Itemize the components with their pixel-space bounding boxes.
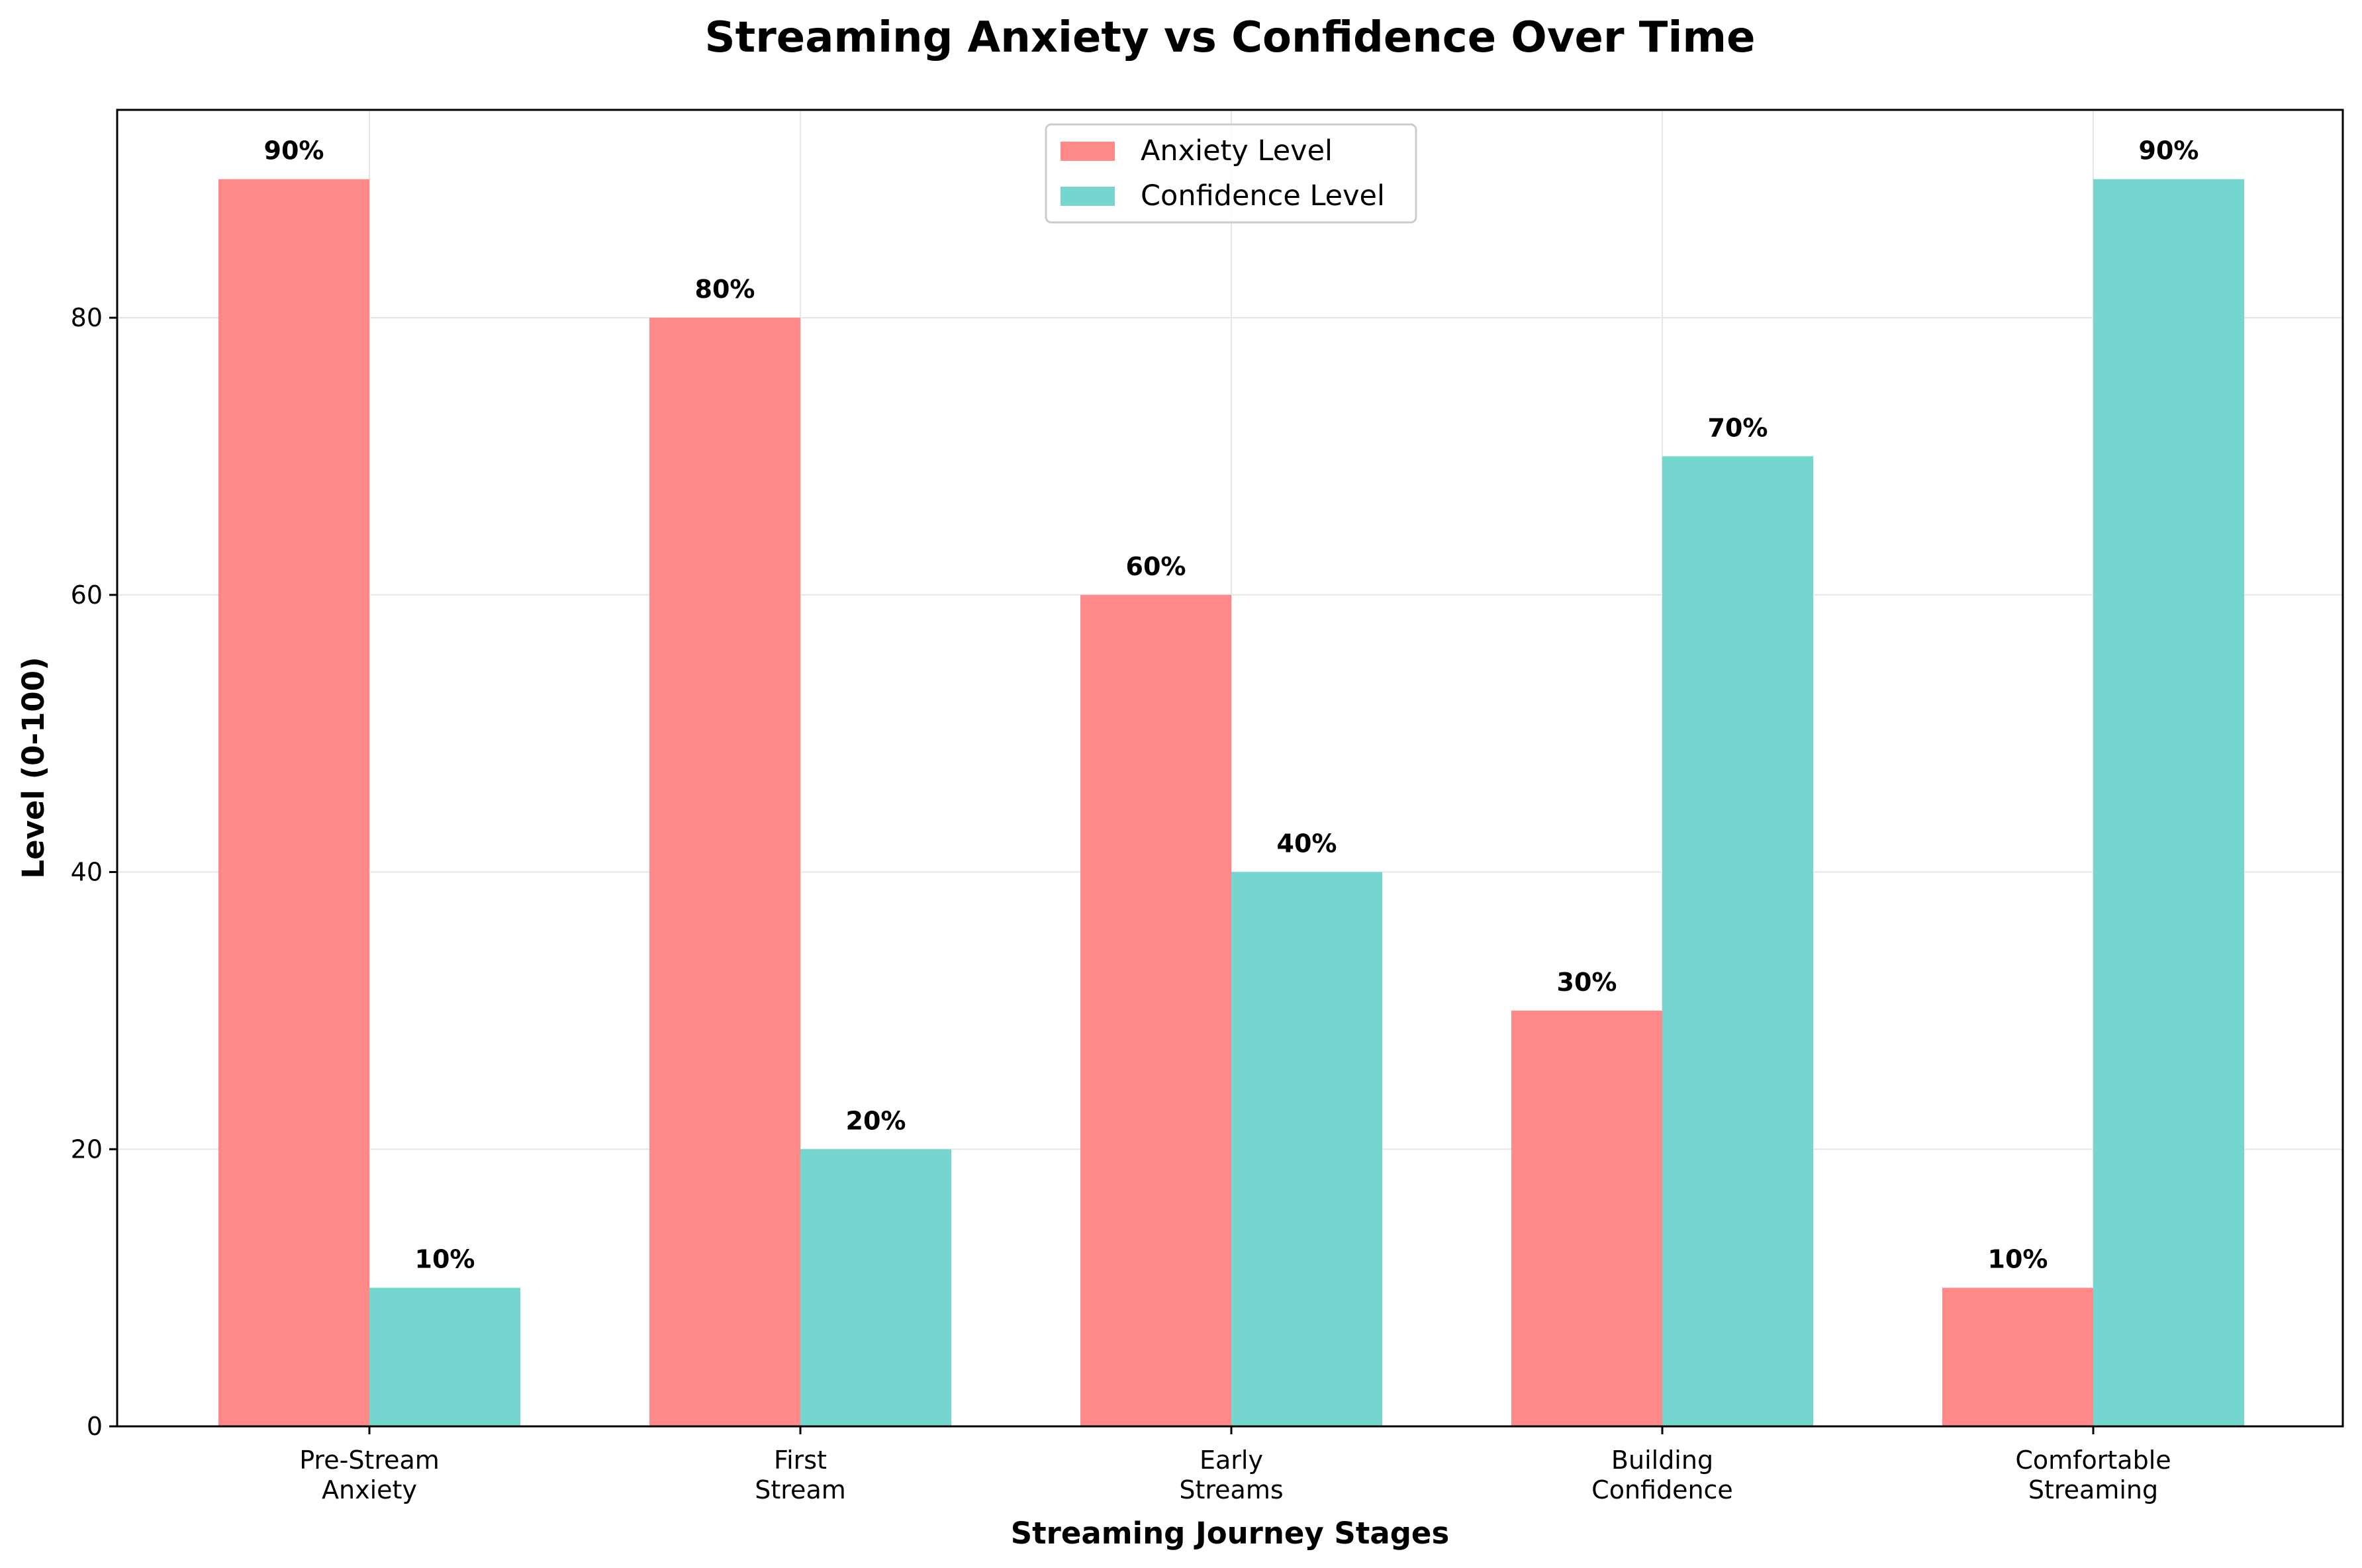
bar-value-label: 80% [695, 275, 755, 304]
y-tick-label: 40 [71, 858, 103, 887]
x-tick-label: Comfortable [2015, 1446, 2171, 1475]
x-axis-label: Streaming Journey Stages [1011, 1516, 1449, 1551]
x-tick-label: Early [1200, 1446, 1263, 1475]
y-tick-label: 20 [71, 1134, 103, 1164]
x-tick-label: Pre-Stream [299, 1446, 440, 1475]
x-tick-label: First [774, 1446, 827, 1475]
x-tick-label: Streams [1179, 1475, 1283, 1504]
x-tick-label: Anxiety [322, 1475, 417, 1504]
y-axis-label: Level (0-100) [16, 657, 51, 878]
bar-value-label: 20% [846, 1106, 906, 1135]
bar-value-label: 40% [1277, 829, 1337, 858]
legend-label: Anxiety Level [1141, 134, 1333, 167]
bar-confidence [369, 1287, 520, 1426]
y-tick-label: 80 [71, 303, 103, 332]
x-tick-label: Confidence [1591, 1475, 1733, 1504]
bar-confidence [2093, 179, 2244, 1426]
y-tick-label: 0 [87, 1412, 103, 1441]
bar-confidence [1231, 872, 1382, 1426]
bar-value-label: 70% [1708, 413, 1768, 442]
bar-value-label: 10% [1988, 1245, 2048, 1274]
bar-value-label: 60% [1126, 552, 1186, 581]
bar-value-label: 30% [1557, 968, 1617, 997]
legend-swatch [1061, 142, 1115, 161]
legend-label: Confidence Level [1141, 179, 1385, 212]
bar-value-label: 10% [415, 1245, 475, 1274]
legend-box [1045, 123, 1417, 224]
chart-title: Streaming Anxiety vs Confidence Over Tim… [705, 13, 1756, 62]
x-tick-label: Stream [755, 1475, 846, 1504]
bar-value-label: 90% [264, 136, 324, 165]
y-tick-label: 60 [71, 580, 103, 610]
x-tick-label: Building [1611, 1446, 1713, 1475]
x-tick-label: Streaming [2028, 1475, 2158, 1504]
legend-swatch [1061, 187, 1115, 206]
bar-confidence [800, 1149, 951, 1426]
bar-anxiety [1511, 1010, 1662, 1426]
bar-anxiety [1942, 1287, 2093, 1426]
plot-frame [116, 109, 2344, 1428]
data-labels: 90% 80% 60% 30% 10% 10% 20% 40% 70% 90% [264, 136, 2199, 1274]
bar-confidence [1662, 456, 1813, 1426]
bar-anxiety [1080, 594, 1231, 1426]
legend: Anxiety Level Confidence Level [1045, 123, 1417, 224]
bar-anxiety [649, 318, 800, 1427]
bar-anxiety [218, 179, 369, 1426]
bars [218, 179, 2244, 1427]
bar-value-label: 90% [2139, 136, 2199, 165]
